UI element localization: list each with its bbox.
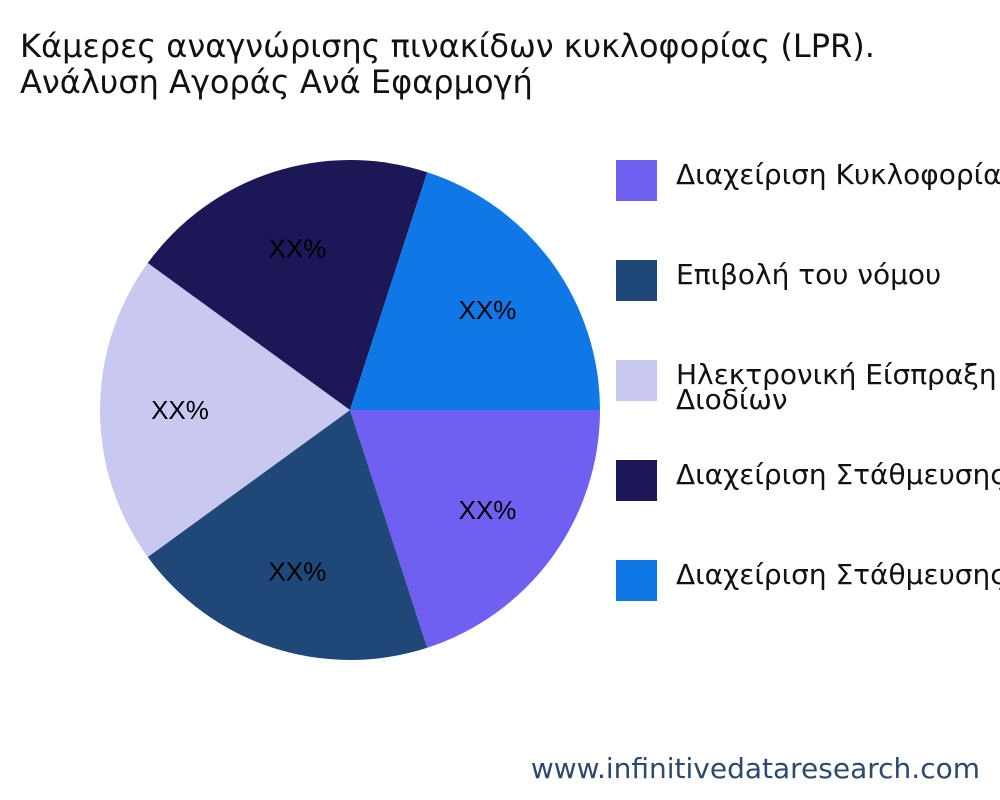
legend-label-2: Επιβολή του νόμου xyxy=(676,258,942,291)
legend-swatch-1 xyxy=(616,160,657,201)
legend-swatch-2 xyxy=(616,260,657,301)
legend-label-1: Διαχείριση Κυκλοφορίας xyxy=(676,160,1000,191)
legend-item-1: Διαχείριση Κυκλοφορίας xyxy=(616,160,1000,202)
pie-slice-2 xyxy=(147,410,428,660)
legend-label-3: Ηλεκτρονική Είσπραξη Διοδίων xyxy=(676,358,997,416)
legend-item-4: Διαχείριση Στάθμευσης xyxy=(616,460,1000,502)
legend-label-4: Διαχείριση Στάθμευσης xyxy=(676,458,1000,491)
legend-swatch-3 xyxy=(616,360,657,401)
legend-swatch-5 xyxy=(616,560,657,601)
legend-item-5: Διαχείριση Στάθμευσης xyxy=(616,560,1000,602)
legend-label-1-line-1: Διαχείριση Κυκλοφορίας xyxy=(676,160,1000,191)
pie-slice-label-1: XX% xyxy=(459,495,517,525)
legend-label-2-line-1: Επιβολή του νόμου xyxy=(676,258,942,291)
legend-label-5: Διαχείριση Στάθμευσης xyxy=(676,558,1000,591)
pie-slice-1 xyxy=(350,410,600,648)
chart-title-line-1: Κάμερες αναγνώρισης πινακίδων κυκλοφορία… xyxy=(20,27,875,65)
pie-slice-4 xyxy=(147,160,428,410)
legend-swatch-4 xyxy=(616,460,657,501)
chart-legend: Διαχείριση Κυκλοφορίας Επιβολή του νόμου Η… xyxy=(616,160,1000,620)
pie-slices xyxy=(100,160,600,660)
pie-slice-3 xyxy=(100,263,350,557)
chart-title: Κάμερες αναγνώρισης πινακίδων κυκλοφορία… xyxy=(20,28,875,100)
legend-label-5-line-1: Διαχείριση Στάθμευσης xyxy=(676,558,1000,591)
legend-label-3-line-1: Ηλεκτρονική Είσπραξη xyxy=(676,358,997,391)
legend-item-3: Ηλεκτρονική Είσπραξη Διοδίων xyxy=(616,360,1000,414)
legend-label-4-line-1: Διαχείριση Στάθμευσης xyxy=(676,458,1000,491)
pie-slice-5 xyxy=(350,172,600,410)
pie-slice-label-3: XX% xyxy=(151,395,209,425)
pie-slice-label-5: XX% xyxy=(459,295,517,325)
legend-item-2: Επιβολή του νόμου xyxy=(616,260,1000,302)
pie-slice-label-4: XX% xyxy=(269,233,327,263)
chart-title-line-2: Ανάλυση Αγοράς Ανά Εφαρμογή xyxy=(20,63,533,101)
pie-slice-labels: XX% XX% XX% XX% XX% xyxy=(151,233,516,586)
pie-slice-label-2: XX% xyxy=(269,557,327,587)
source-watermark: www.infinitivedataresearch.com xyxy=(530,752,980,785)
legend-label-3-line-2: Διοδίων xyxy=(676,383,788,416)
